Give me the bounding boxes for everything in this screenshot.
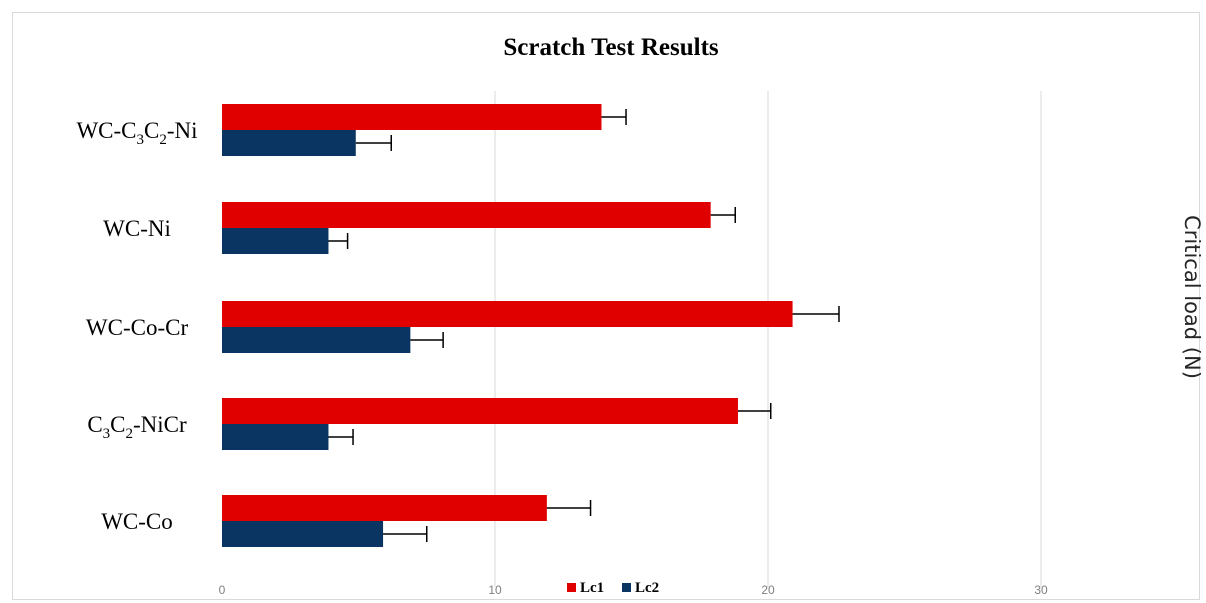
error-bar-lc2-2 [410, 332, 444, 348]
tick-labels: 0 10 20 30 [219, 583, 1048, 597]
legend-swatch [567, 583, 576, 592]
category-labels: WC-C3C2-Ni WC-Ni WC-Co-Cr C3C2-NiCr WC-Co [76, 118, 197, 534]
bar-lc2-0 [222, 130, 356, 156]
x-tick-label: 0 [219, 583, 226, 597]
legend-item-lc2: Lc2 [622, 580, 659, 596]
legend: Lc1 Lc2 [567, 580, 659, 596]
error-bar-lc1-3 [737, 403, 772, 419]
bar-lc1-0 [222, 104, 602, 130]
bar-lc2-1 [222, 228, 329, 254]
bar-lc2-4 [222, 521, 384, 547]
error-bar-lc1-4 [546, 500, 592, 516]
legend-swatch [622, 583, 631, 592]
x-tick-label: 30 [1034, 583, 1048, 597]
category-label: WC-Co-Cr [86, 315, 189, 340]
category-label: WC-C3C2-Ni [76, 118, 197, 148]
bar-lc2-2 [222, 327, 411, 353]
scratch-test-chart: Scratch Test Results WC-C3C2-NiWC-NiWC-C… [76, 34, 1201, 597]
bar-lc1-4 [222, 495, 547, 521]
error-bar-lc2-1 [328, 233, 349, 249]
legend-label: Lc2 [635, 580, 659, 596]
bar-lc2-3 [222, 424, 329, 450]
bar-lc1-3 [222, 398, 738, 424]
bar-lc1-1 [222, 202, 711, 228]
x-tick-label: 20 [761, 583, 775, 597]
chart-title: Scratch Test Results [503, 34, 719, 61]
category-label: C3C2-NiCr [87, 412, 187, 442]
category-label: WC-Co [101, 509, 173, 534]
gridlines [494, 91, 1042, 587]
bar-lc1-2 [222, 301, 793, 327]
legend-item-lc1: Lc1 [567, 580, 604, 596]
error-bar-lc1-2 [792, 306, 840, 322]
error-bar-lc2-3 [328, 429, 354, 445]
x-tick-label: 10 [488, 583, 502, 597]
y-axis-label: Critical load (N) [1180, 215, 1201, 379]
category-label: WC-Ni [103, 216, 171, 241]
chart-frame: Scratch Test Results WC-C3C2-Ni WC-Ni WC-C… [12, 12, 1201, 600]
error-bar-lc1-1 [710, 207, 736, 223]
error-bars [328, 109, 840, 542]
error-bar-lc1-0 [601, 109, 627, 125]
error-bar-lc2-4 [383, 526, 428, 542]
error-bar-lc2-0 [355, 135, 393, 151]
bars [222, 104, 793, 547]
legend-label: Lc1 [580, 580, 604, 596]
